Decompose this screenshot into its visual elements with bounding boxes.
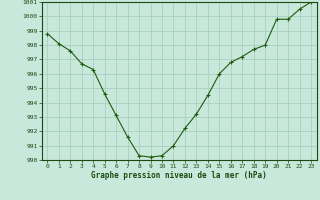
X-axis label: Graphe pression niveau de la mer (hPa): Graphe pression niveau de la mer (hPa): [91, 171, 267, 180]
